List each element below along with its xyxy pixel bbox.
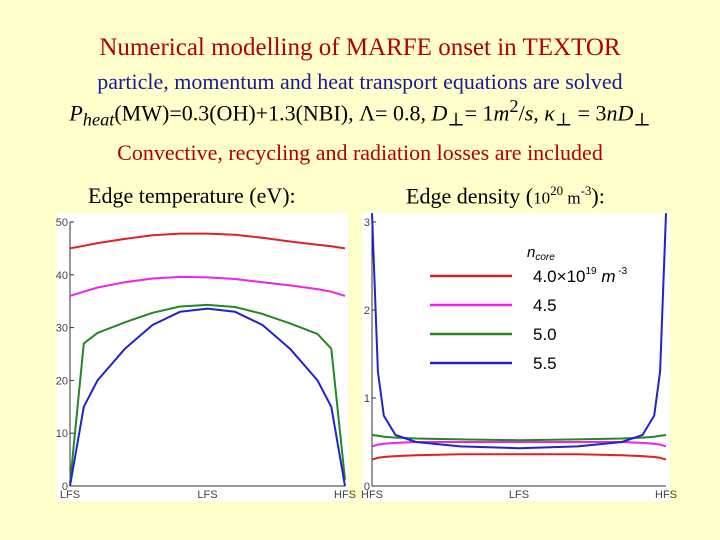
losses-line: Convective, recycling and radiation loss… — [117, 140, 603, 165]
y-tick-label: 10 — [56, 428, 68, 440]
y-tick-label: 3 — [364, 217, 370, 229]
legend-label-5.5: 5.5 — [533, 354, 557, 373]
legend-label-4.5: 4.5 — [533, 296, 557, 315]
series-line-5.5 — [69, 307, 346, 487]
right-chart: 0 1 2 3 HFS LFS HFS — [361, 213, 677, 501]
y-tick-label: 1 — [364, 393, 370, 405]
y-tick-label: 20 — [56, 375, 68, 387]
y-tick-label: 50 — [56, 217, 68, 229]
x-tick-label: HFS — [361, 489, 383, 501]
left-plot-area — [57, 213, 348, 501]
x-tick-label: HFS — [334, 489, 356, 501]
right-plot-area — [362, 213, 670, 501]
series-line-4.0 — [69, 232, 346, 250]
y-tick-label: 0 — [62, 481, 68, 493]
y-tick-label: 2 — [364, 305, 370, 317]
series-line-5.0 — [69, 303, 346, 484]
series-line-4.0 — [371, 453, 667, 461]
x-tick-label: LFS — [509, 489, 529, 501]
slide-title: Numerical modelling of MARFE onset in TE… — [99, 34, 621, 61]
left-chart: 0 10 20 30 40 50 LFS LFS HFS — [56, 217, 356, 501]
series-line-5.0 — [371, 434, 667, 442]
x-tick-label: LFS — [197, 489, 217, 501]
y-tick-label: 40 — [56, 270, 68, 282]
y-tick-label: 30 — [56, 323, 68, 335]
left-panel-title: Edge temperature (eV): — [88, 183, 296, 208]
x-tick-label: LFS — [60, 489, 80, 501]
right-panel-title: Edge density (1020 m-3): — [406, 183, 605, 209]
legend-label-4.0: 4.0×1019 m -3 — [533, 266, 628, 286]
legend-label-5.0: 5.0 — [533, 325, 557, 344]
parameters-line: Pheat(MW)=0.3(OH)+1.3(NBI), Λ= 0.8, D⊥= … — [69, 96, 651, 130]
subtitle-equations: particle, momentum and heat transport eq… — [97, 69, 623, 94]
x-tick-label: HFS — [655, 489, 677, 501]
series-line-4.5 — [69, 275, 346, 297]
series-line-4.5 — [371, 441, 667, 448]
series-line-5.5 — [371, 213, 667, 450]
legend-title: ncore — [527, 244, 555, 263]
chart-legend: ncore 4.0×1019 m -3 4.5 5.0 5.5 — [430, 244, 628, 373]
y-tick-label: 0 — [364, 481, 370, 493]
